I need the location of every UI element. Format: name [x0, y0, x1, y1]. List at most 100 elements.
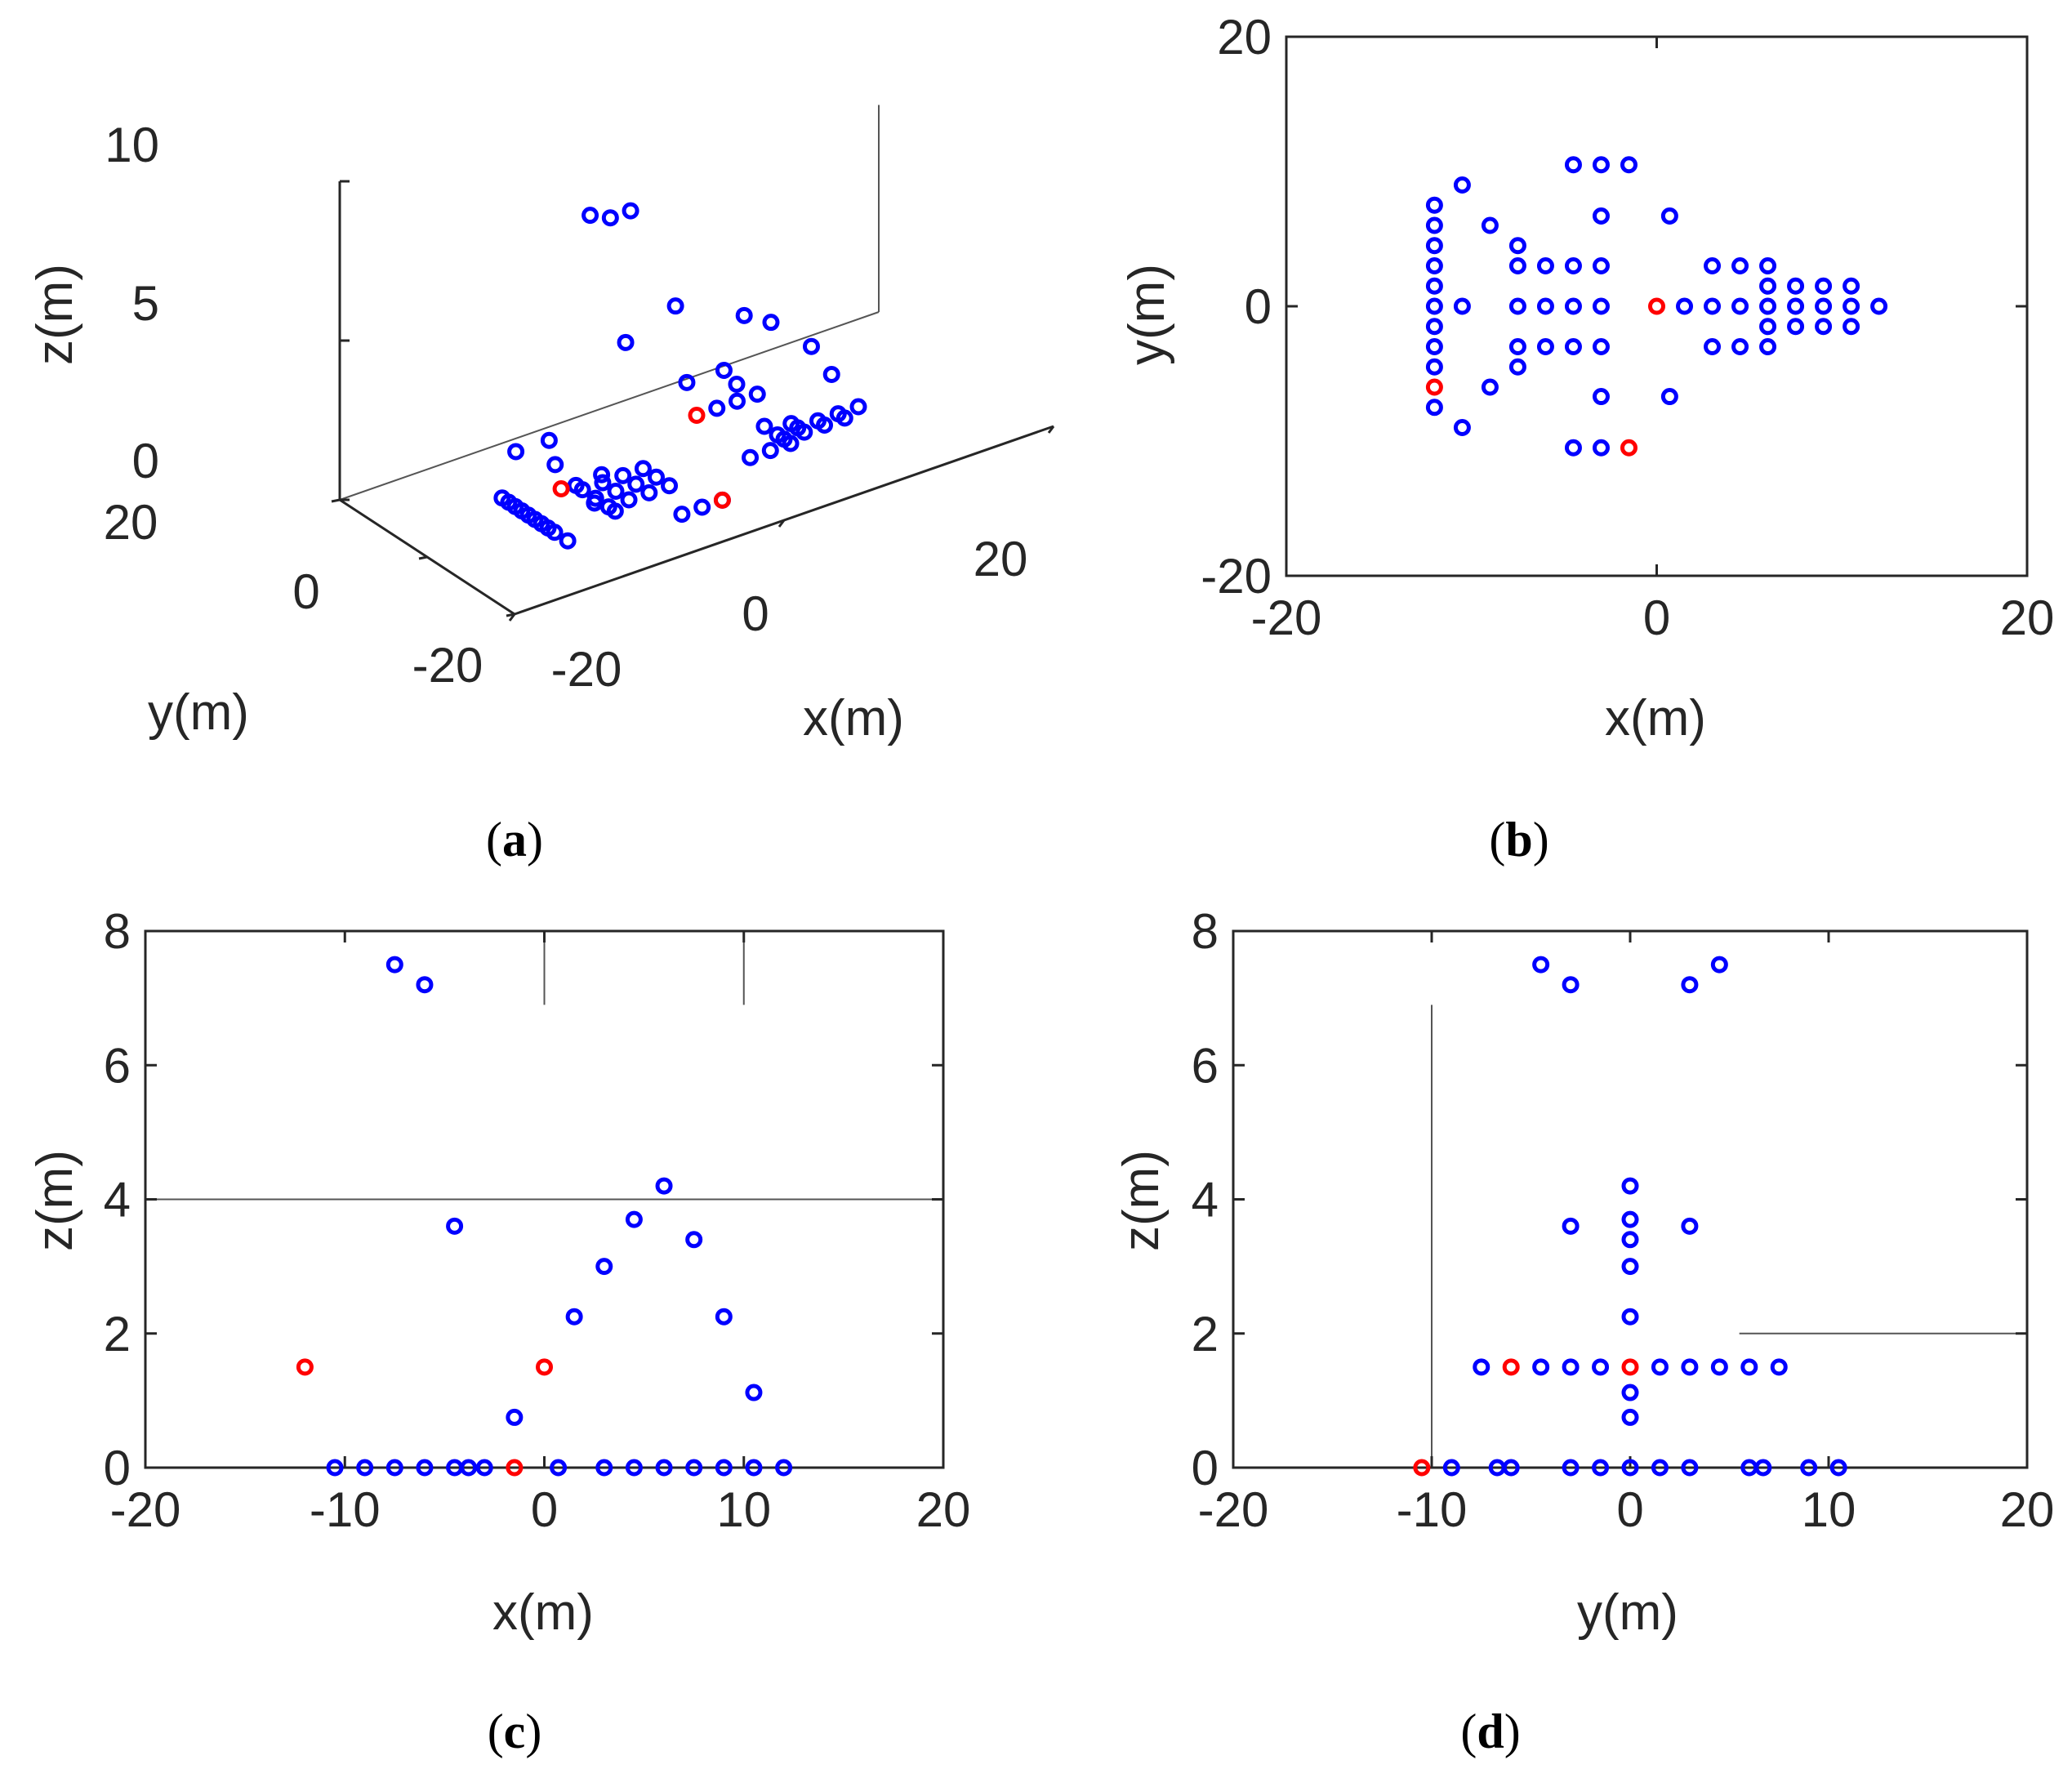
- panel-c-y-tick-label-0: 0: [104, 1441, 131, 1495]
- panel-a-point-26: [634, 460, 652, 478]
- panel-d-plot: -20 -10 0 10 20 0 2 4 6 8: [1192, 904, 2055, 1537]
- panel-c-point-4: [625, 1210, 643, 1228]
- panel-d-point-13: [1562, 1358, 1580, 1376]
- panel-d-point-25: [1562, 1459, 1580, 1477]
- panel-a-point-9: [559, 532, 577, 550]
- panel-c-point-8: [715, 1308, 733, 1326]
- panel-a-point-35: [673, 506, 691, 524]
- panel-d-point-14: [1592, 1358, 1610, 1376]
- panel-a-z-axis-label: z(m): [27, 264, 83, 365]
- panel-a-point-11: [546, 456, 564, 474]
- panel-d-point-18: [1740, 1358, 1758, 1376]
- panel-b-point-44: [1731, 338, 1749, 355]
- panel-a-z-tick-5: 5: [132, 276, 159, 331]
- panel-b-point-18: [1508, 338, 1526, 355]
- panel-a-point-56: [816, 417, 834, 434]
- panel-a-point-42: [742, 448, 760, 466]
- panel-b-point-56: [1843, 277, 1860, 295]
- panel-b-point-7: [1425, 338, 1443, 355]
- panel-b-highlight-point-1: [1648, 297, 1665, 315]
- panel-b-point-26: [1592, 257, 1610, 274]
- panel-d-x-tick-label-0: -20: [1198, 1482, 1269, 1537]
- panel-c-point-6: [595, 1258, 613, 1276]
- panel-a-y-tick-neg20: -20: [412, 638, 483, 693]
- panel-d-point-32: [1800, 1459, 1818, 1477]
- panel-a-point-37: [666, 297, 684, 315]
- panel-d-point-4: [1621, 1177, 1639, 1195]
- panel-a-point-29: [581, 207, 599, 225]
- panel-b-point-55: [1815, 318, 1833, 336]
- panel-b-point-31: [1620, 156, 1638, 174]
- panel-c-point-23: [715, 1459, 733, 1477]
- panel-c-x-tick-label-0: -20: [110, 1482, 181, 1537]
- panel-b-point-22: [1536, 338, 1554, 355]
- panel-a-point-8: [546, 524, 564, 541]
- panel-d-y-tick-label-4: 8: [1192, 904, 1219, 959]
- panel-c-point-20: [625, 1459, 643, 1477]
- panel-c-x-tick-label-2: 0: [531, 1482, 558, 1537]
- panel-b-point-51: [1787, 297, 1805, 315]
- panel-a-point-14: [593, 466, 611, 483]
- panel-a-point-13: [540, 431, 558, 449]
- panel-b-point-12: [1453, 419, 1471, 436]
- panel-b-xy-scatter: -20 0 20 -20 0 20 x(m) y(m) (b): [1119, 10, 2054, 867]
- panel-c-point-17: [475, 1459, 493, 1477]
- panel-d-x-axis-label: y(m): [1577, 1584, 1678, 1641]
- panel-b-point-6: [1425, 318, 1443, 336]
- panel-a-point-22: [620, 491, 638, 509]
- panel-a-point-23: [614, 466, 632, 484]
- panel-b-point-45: [1759, 257, 1777, 274]
- panel-a-point-19: [606, 502, 624, 520]
- panel-d-point-0: [1532, 956, 1550, 974]
- panel-b-point-40: [1704, 297, 1722, 315]
- panel-b-point-30: [1592, 156, 1610, 174]
- panel-d-x-tick-label-1: -10: [1397, 1482, 1468, 1537]
- panel-b-point-0: [1425, 196, 1443, 214]
- panel-b-point-41: [1704, 338, 1722, 355]
- panel-d-point-7: [1562, 1217, 1580, 1235]
- panel-b-point-53: [1815, 277, 1833, 295]
- panel-b-point-9: [1425, 399, 1443, 417]
- panel-b-point-3: [1425, 257, 1443, 274]
- panel-a-point-28: [661, 477, 679, 495]
- panel-b-point-43: [1731, 297, 1749, 315]
- panel-b-point-21: [1536, 297, 1554, 315]
- panel-b-point-1: [1425, 216, 1443, 234]
- panel-c-point-21: [655, 1459, 673, 1477]
- panel-d-highlight-point-0: [1502, 1358, 1520, 1376]
- panel-c-y-tick-label-1: 2: [104, 1307, 131, 1361]
- panel-a-point-47: [762, 314, 780, 332]
- panel-a-point-45: [761, 442, 779, 460]
- panel-d-yz-scatter: -20 -10 0 10 20 0 2 4 6 8 y(m) z(m) (d): [1113, 904, 2054, 1758]
- panel-b-point-35: [1592, 439, 1610, 457]
- panel-c-y-axis-label: z(m): [27, 1150, 83, 1251]
- panel-b-point-20: [1536, 257, 1554, 274]
- panel-c-y-tick-label-3: 6: [104, 1038, 131, 1093]
- panel-d-point-3: [1710, 956, 1728, 974]
- panel-a-z-tick-10: 10: [105, 118, 159, 172]
- panel-d-point-15: [1651, 1358, 1669, 1376]
- panel-c-highlight-point-2: [506, 1459, 524, 1477]
- panel-a-highlight-point-2: [713, 491, 731, 509]
- panel-b-point-14: [1481, 378, 1499, 396]
- panel-a-point-41: [729, 392, 746, 410]
- panel-b-y-axis-label: y(m): [1119, 264, 1175, 365]
- panel-d-x-tick-label-4: 20: [2000, 1482, 2055, 1537]
- panel-a-z-tick-0: 0: [132, 434, 159, 488]
- panel-a-point-17: [586, 489, 604, 507]
- panel-d-y-axis-label: z(m): [1113, 1150, 1170, 1251]
- panel-b-point-52: [1787, 318, 1805, 336]
- panel-b-point-34: [1564, 439, 1582, 457]
- panel-d-point-17: [1710, 1358, 1728, 1376]
- panel-a-x-tick-mark-2: [1047, 426, 1055, 434]
- panel-b-y-tick-label-2: 20: [1217, 10, 1272, 65]
- panel-c-x-tick-label-3: 10: [716, 1482, 771, 1537]
- panel-b-point-17: [1508, 297, 1526, 315]
- panel-d-point-31: [1754, 1459, 1772, 1477]
- panel-a-highlight-point-1: [688, 407, 706, 424]
- panel-d-x-tick-label-2: 0: [1616, 1482, 1643, 1537]
- panel-a-y-tick-mark-0: [506, 613, 515, 617]
- panel-b-point-57: [1843, 297, 1860, 315]
- panel-b-point-39: [1704, 257, 1722, 274]
- panel-c-x-tick-label-4: 20: [916, 1482, 971, 1537]
